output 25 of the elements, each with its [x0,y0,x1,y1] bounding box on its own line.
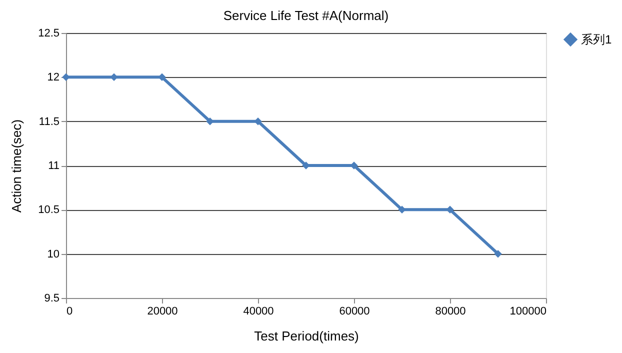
y-tick-label: 11.5 [38,116,60,128]
point [206,117,214,126]
x-tick-label: 60000 [339,306,370,318]
x-axis-title: Test Period(times) [254,328,359,344]
y-axis-title: Action time(sec) [9,119,24,213]
y-tick-label: 9.5 [44,292,60,304]
y-tick-label: 11 [48,160,60,172]
x-tick-label: 80000 [435,306,466,318]
y-tick-label: 10 [47,248,60,260]
y-tick-label: 12 [47,72,60,84]
point [254,117,262,126]
x-tick-label: 20000 [147,306,178,318]
point [110,73,118,82]
legend-label: 系列1 [581,32,612,46]
y-tick-label: 10.5 [38,204,60,216]
point [446,206,454,214]
x-tick-label: 100000 [510,306,546,318]
x-tick-label: 0 [66,306,73,318]
point [158,73,166,82]
y-tick-label: 12.5 [38,28,60,40]
x-tick-label: 40000 [243,306,274,318]
point [398,206,406,214]
point [62,73,70,82]
chart-title: Service Life Test #A(Normal) [223,8,389,23]
point [494,250,502,258]
